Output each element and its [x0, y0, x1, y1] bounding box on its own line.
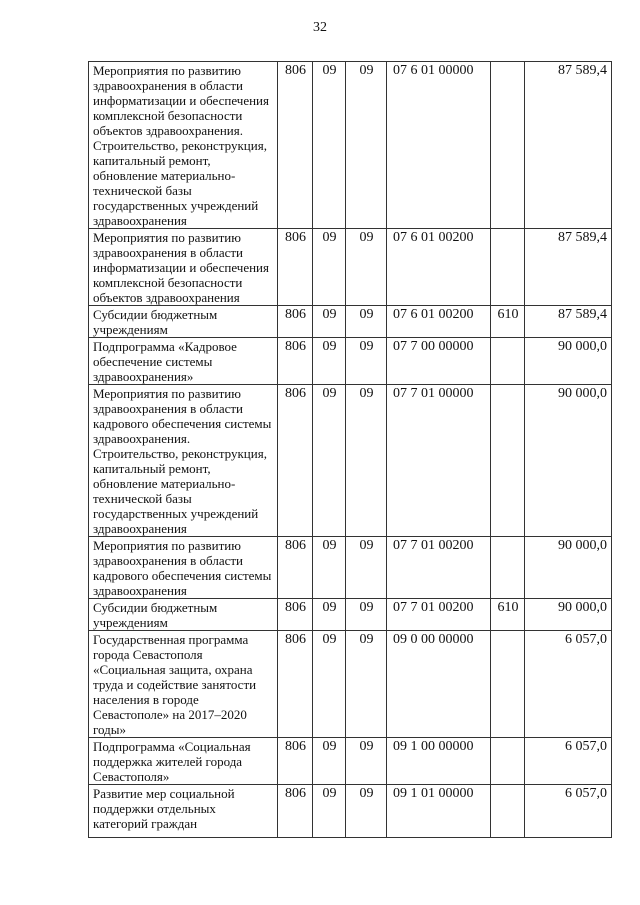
row-csr: 07 7 01 00000: [386, 384, 491, 537]
row-pr: 09: [345, 61, 387, 229]
row-rz: 09: [312, 536, 346, 599]
row-vr: [490, 337, 525, 385]
row-csr: 09 0 00 00000: [386, 630, 491, 738]
table-row: Государственная программа города Севасто…: [88, 630, 612, 738]
row-rz: 09: [312, 737, 346, 785]
row-vr: [490, 784, 525, 838]
row-sum: 6 057,0: [524, 784, 612, 838]
row-sum: 6 057,0: [524, 737, 612, 785]
row-pr: 09: [345, 337, 387, 385]
row-rz: 09: [312, 598, 346, 631]
row-name: Государственная программа города Севасто…: [88, 630, 278, 738]
row-ved: 806: [277, 384, 313, 537]
table-row: Субсидии бюджетным учреждениям 806 09 09 07 …: [88, 598, 612, 631]
row-sum: 90 000,0: [524, 384, 612, 537]
row-rz: 09: [312, 630, 346, 738]
row-name: Мероприятия по развитию здравоохранения …: [88, 384, 278, 537]
row-ved: 806: [277, 337, 313, 385]
row-pr: 09: [345, 784, 387, 838]
table-row: Подпрограмма «Социальная поддержка жител…: [88, 737, 612, 785]
table-row: Подпрограмма «Кадровое обеспечение систе…: [88, 337, 612, 385]
row-pr: 09: [345, 737, 387, 785]
row-name: Подпрограмма «Социальная поддержка жител…: [88, 737, 278, 785]
table-row: Мероприятия по развитию здравоохранения …: [88, 384, 612, 537]
row-csr: 07 7 00 00000: [386, 337, 491, 385]
row-sum: 6 057,0: [524, 630, 612, 738]
row-ved: 806: [277, 598, 313, 631]
row-pr: 09: [345, 536, 387, 599]
row-sum: 87 589,4: [524, 305, 612, 338]
table-row: Мероприятия по развитию здравоохранения …: [88, 228, 612, 306]
row-pr: 09: [345, 598, 387, 631]
row-rz: 09: [312, 384, 346, 537]
row-rz: 09: [312, 61, 346, 229]
row-ved: 806: [277, 61, 313, 229]
row-ved: 806: [277, 784, 313, 838]
row-csr: 09 1 00 00000: [386, 737, 491, 785]
row-vr: 610: [490, 305, 525, 338]
row-pr: 09: [345, 228, 387, 306]
table-row: Субсидии бюджетным учреждениям 806 09 09 07 …: [88, 305, 612, 338]
row-name: Мероприятия по развитию здравоохранения …: [88, 536, 278, 599]
row-sum: 90 000,0: [524, 337, 612, 385]
row-name: Развитие мер социальной поддержки отдель…: [88, 784, 278, 838]
row-csr: 09 1 01 00000: [386, 784, 491, 838]
row-sum: 87 589,4: [524, 228, 612, 306]
row-name: Мероприятия по развитию здравоохранения …: [88, 228, 278, 306]
row-pr: 09: [345, 630, 387, 738]
row-csr: 07 6 01 00200: [386, 305, 491, 338]
row-vr: [490, 630, 525, 738]
row-vr: [490, 536, 525, 599]
table-row: Мероприятия по развитию здравоохранения …: [88, 61, 612, 229]
budget-table: Мероприятия по развитию здравоохранения …: [88, 61, 612, 838]
row-csr: 07 6 01 00000: [386, 61, 491, 229]
row-ved: 806: [277, 737, 313, 785]
row-vr: [490, 384, 525, 537]
row-rz: 09: [312, 228, 346, 306]
row-vr: 610: [490, 598, 525, 631]
row-pr: 09: [345, 384, 387, 537]
row-csr: 07 6 01 00200: [386, 228, 491, 306]
row-vr: [490, 228, 525, 306]
row-csr: 07 7 01 00200: [386, 536, 491, 599]
row-ved: 806: [277, 305, 313, 338]
row-name: Субсидии бюджетным учреждениям: [88, 305, 278, 338]
page-number: 32: [313, 20, 327, 35]
row-sum: 90 000,0: [524, 536, 612, 599]
row-ved: 806: [277, 536, 313, 599]
row-vr: [490, 61, 525, 229]
row-rz: 09: [312, 784, 346, 838]
row-rz: 09: [312, 337, 346, 385]
table-row: Мероприятия по развитию здравоохранения …: [88, 536, 612, 599]
row-sum: 87 589,4: [524, 61, 612, 229]
table-row: Развитие мер социальной поддержки отдель…: [88, 784, 612, 838]
row-name: Подпрограмма «Кадровое обеспечение систе…: [88, 337, 278, 385]
row-name: Субсидии бюджетным учреждениям: [88, 598, 278, 631]
row-rz: 09: [312, 305, 346, 338]
row-vr: [490, 737, 525, 785]
row-csr: 07 7 01 00200: [386, 598, 491, 631]
row-sum: 90 000,0: [524, 598, 612, 631]
row-ved: 806: [277, 630, 313, 738]
row-ved: 806: [277, 228, 313, 306]
row-pr: 09: [345, 305, 387, 338]
row-name: Мероприятия по развитию здравоохранения …: [88, 61, 278, 229]
